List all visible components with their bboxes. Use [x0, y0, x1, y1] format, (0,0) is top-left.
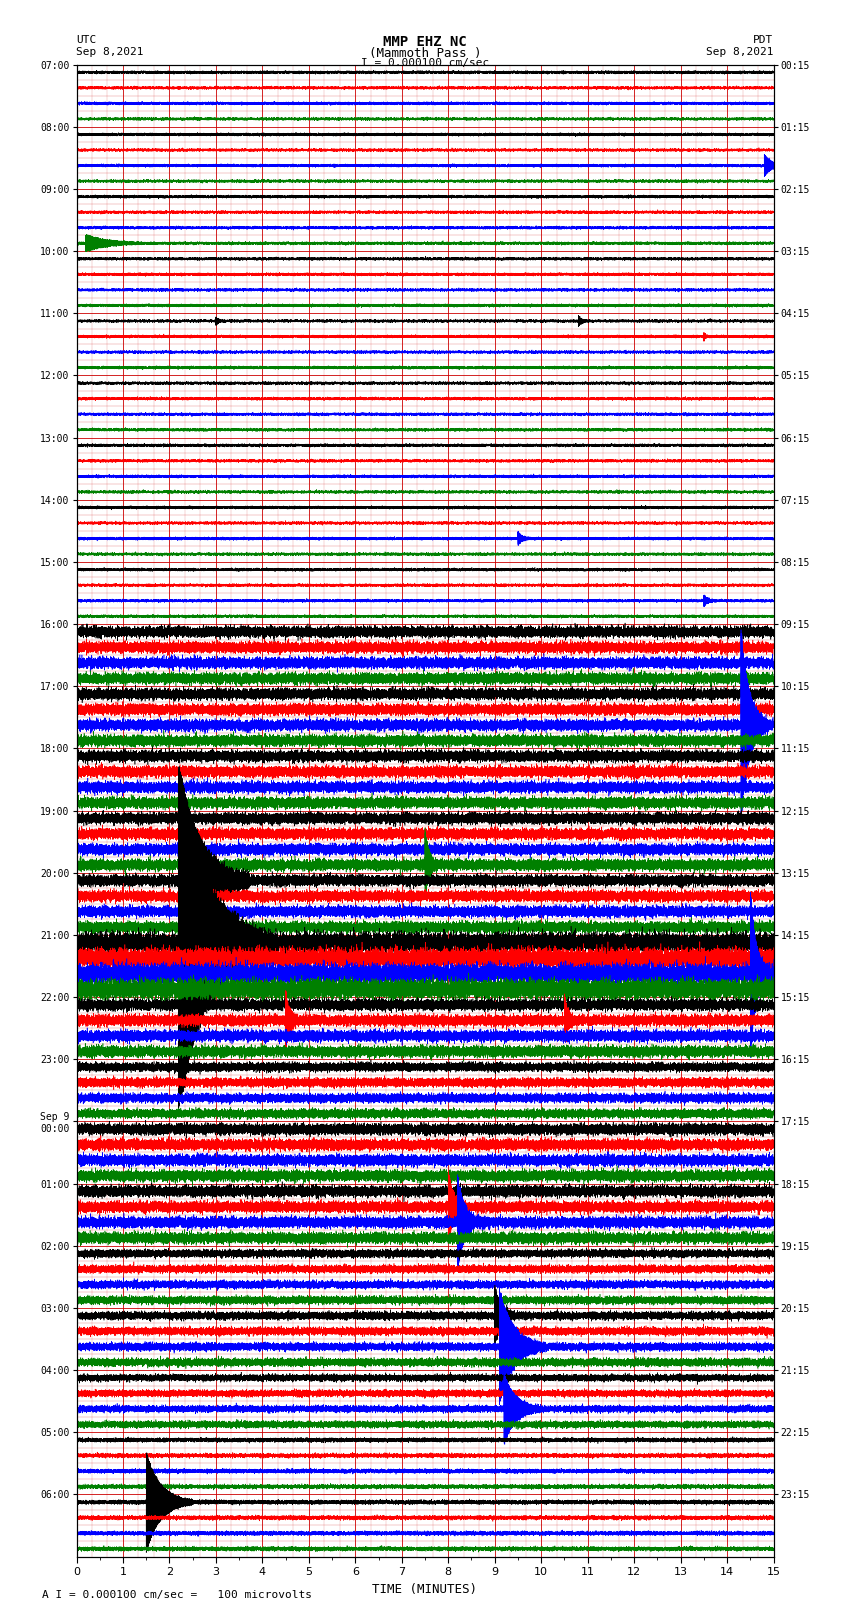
Text: (Mammoth Pass ): (Mammoth Pass ) — [369, 47, 481, 60]
Text: UTC: UTC — [76, 35, 97, 45]
Text: I = 0.000100 cm/sec: I = 0.000100 cm/sec — [361, 58, 489, 68]
Text: MMP EHZ NC: MMP EHZ NC — [383, 35, 467, 50]
X-axis label: TIME (MINUTES): TIME (MINUTES) — [372, 1582, 478, 1595]
Text: Sep 8,2021: Sep 8,2021 — [76, 47, 144, 56]
Text: Sep 8,2021: Sep 8,2021 — [706, 47, 774, 56]
Text: PDT: PDT — [753, 35, 774, 45]
Text: A I = 0.000100 cm/sec =   100 microvolts: A I = 0.000100 cm/sec = 100 microvolts — [42, 1590, 313, 1600]
